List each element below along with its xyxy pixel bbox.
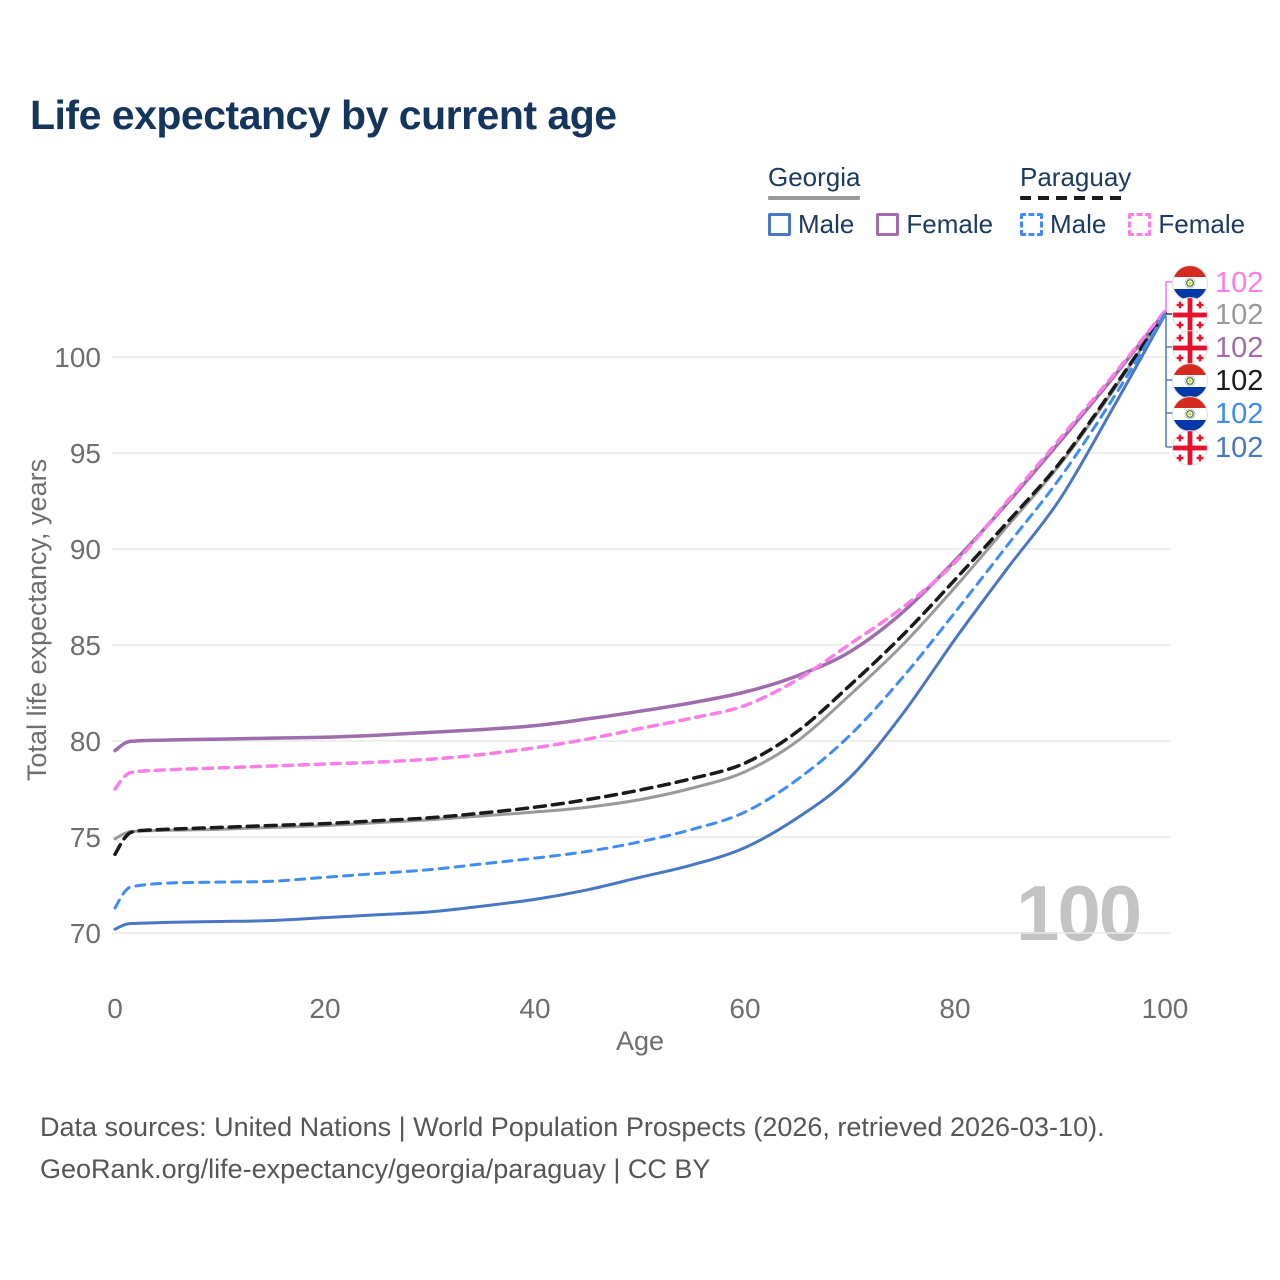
end-label-value: 102 [1215,298,1264,331]
leader-line [1165,281,1173,311]
legend-group-georgia: Georgia Male Female [768,162,993,240]
y-tick-label: 100 [54,342,101,373]
legend-swatch-icon [1128,213,1152,236]
watermark-age-indicator: 100 [1016,869,1142,957]
end-label-row-georgia-5: 102 [1172,430,1263,466]
legend-item-georgia-male[interactable]: Male [768,209,854,240]
leader-line [1165,316,1173,448]
y-tick-label: 95 [70,438,101,469]
end-label-value: 102 [1215,331,1264,364]
y-tick-label: 85 [70,630,101,661]
page-title: Life expectancy by current age [30,92,617,138]
georgia-flag-icon [1172,330,1208,366]
legend-line-sample-dashed [1020,196,1128,200]
end-label-row-paraguay-0: 102 [1172,265,1263,301]
legend-swatch-icon [876,213,900,236]
end-label-value: 102 [1215,266,1264,299]
georgia-flag-icon [1172,297,1208,333]
legend-item-label: Female [906,209,994,239]
footer-data-sources: Data sources: United Nations | World Pop… [40,1112,1105,1142]
georgia-flag-icon [1172,430,1208,466]
end-label-value: 102 [1215,364,1264,397]
series-line-paraguay-both-sexes-[interactable] [113,311,1167,857]
y-axis-title: Total life expectancy, years [22,459,52,781]
series-line-paraguay-male[interactable] [113,312,1167,910]
legend-country-label: Paraguay [1020,162,1132,192]
legend-item-paraguay-male[interactable]: Male [1020,209,1106,240]
y-tick-label: 75 [70,822,101,853]
x-tick-label: 40 [519,993,550,1024]
legend-swatch-icon [768,213,791,236]
legend-item-paraguay-female[interactable]: Female [1128,209,1245,240]
legend-country-label: Georgia [768,162,861,192]
y-tick-label: 90 [70,534,101,565]
legend-item-georgia-female[interactable]: Female [876,209,993,240]
legend-swatch-icon [1020,213,1043,236]
end-label-row-georgia-2: 102 [1172,330,1263,366]
x-axis-title: Age [616,1026,664,1056]
paraguay-flag-icon [1172,363,1208,399]
series-line-georgia-both-sexes-[interactable] [113,311,1167,841]
paraguay-flag-icon [1172,265,1208,301]
end-label-row-paraguay-3: 102 [1172,363,1263,399]
x-tick-label: 20 [309,993,340,1024]
paraguay-flag-icon [1172,396,1208,432]
series-line-paraguay-female[interactable] [113,309,1167,791]
series-line-georgia-male[interactable] [113,313,1167,931]
end-label-row-georgia-1: 102 [1172,297,1263,333]
x-tick-label: 80 [939,993,970,1024]
legend-line-sample-solid [768,196,860,200]
footer: Data sources: United Nations | World Pop… [40,1106,1105,1190]
legend-item-label: Male [1050,209,1107,239]
legend-group-paraguay: Paraguay Male Female [1020,162,1245,240]
end-label-value: 102 [1215,431,1264,464]
legend: Georgia Male Female Paraguay Male [0,0,1280,250]
series-line-georgia-female[interactable] [113,310,1167,753]
y-tick-label: 80 [70,726,101,757]
y-tick-label: 70 [70,918,101,949]
footer-attribution-link[interactable]: GeoRank.org/life-expectancy/georgia/para… [40,1154,711,1184]
x-tick-label: 100 [1142,993,1189,1024]
legend-item-label: Female [1158,209,1246,239]
x-tick-label: 0 [107,993,123,1024]
legend-item-label: Male [798,209,855,239]
end-label-row-paraguay-4: 102 [1172,396,1263,432]
end-label-value: 102 [1215,397,1264,430]
x-tick-label: 60 [729,993,760,1024]
